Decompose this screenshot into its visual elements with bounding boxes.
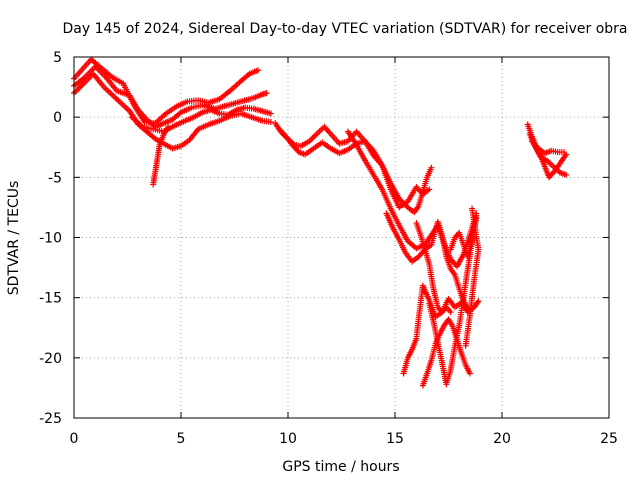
- data-point: [263, 90, 270, 97]
- x-axis-title: GPS time / hours: [282, 459, 399, 475]
- chart-title: Day 145 of 2024, Sidereal Day-to-day VTE…: [62, 21, 627, 37]
- series-track-b: [71, 63, 270, 130]
- y-tick-label: -25: [39, 411, 62, 427]
- grid-lines: [74, 57, 609, 418]
- data-point: [469, 205, 476, 212]
- data-point: [473, 215, 480, 222]
- data-point: [309, 135, 316, 142]
- y-tick-label: 5: [53, 50, 62, 66]
- x-tick-label: 15: [386, 431, 404, 447]
- data-point: [73, 87, 80, 94]
- y-axis-title: SDTVAR / TECUs: [6, 181, 22, 296]
- data-point: [561, 149, 568, 156]
- x-tick-label: 25: [600, 431, 618, 447]
- x-tick-label: 20: [493, 431, 511, 447]
- data-point: [426, 186, 433, 193]
- series-track-h: [344, 128, 480, 270]
- y-tick-label: -20: [39, 351, 62, 367]
- data-point: [72, 88, 79, 95]
- data-point: [447, 309, 454, 316]
- y-tick-label: 0: [53, 110, 62, 126]
- data-point: [310, 134, 317, 141]
- data-points: [71, 56, 570, 389]
- data-point: [466, 370, 473, 377]
- y-tick-label: -10: [39, 231, 62, 247]
- series-track-r: [528, 138, 568, 157]
- data-point: [313, 131, 320, 138]
- data-point: [267, 118, 274, 125]
- x-tick-label: 0: [70, 431, 79, 447]
- series-track-j: [413, 220, 454, 316]
- series-track-q: [526, 131, 570, 178]
- data-point: [75, 85, 82, 92]
- data-point: [165, 123, 172, 130]
- x-tick-label: 10: [279, 431, 297, 447]
- series-track-e: [150, 123, 172, 188]
- series-track-c: [71, 70, 274, 152]
- data-point: [255, 67, 262, 74]
- axis-ticks: 0 5 10 15 20 25 5 0 -5 -10 -15 -20 -25: [39, 50, 618, 447]
- x-tick-label: 5: [177, 431, 186, 447]
- y-tick-label: -15: [39, 291, 62, 307]
- y-tick-label: -5: [48, 170, 62, 186]
- data-point: [428, 164, 435, 171]
- plot-frame: [73, 56, 610, 419]
- series-track-n: [462, 205, 482, 349]
- data-point: [563, 171, 570, 178]
- data-point: [475, 298, 482, 305]
- series-track-l: [419, 316, 473, 389]
- series-track-g: [276, 126, 433, 211]
- series-track-o: [447, 215, 480, 260]
- data-point: [312, 132, 319, 139]
- data-point: [267, 110, 274, 117]
